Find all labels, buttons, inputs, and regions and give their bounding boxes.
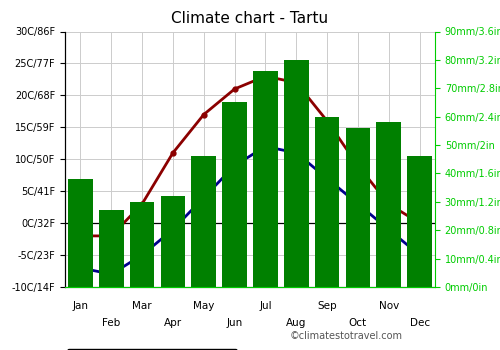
- Text: Apr: Apr: [164, 318, 182, 329]
- Text: May: May: [193, 301, 214, 311]
- Bar: [192, 156, 216, 287]
- Text: Mar: Mar: [132, 301, 152, 311]
- Bar: [407, 156, 432, 287]
- Title: Climate chart - Tartu: Climate chart - Tartu: [172, 11, 328, 26]
- Text: Aug: Aug: [286, 318, 306, 329]
- Bar: [99, 210, 124, 287]
- Text: ©climatestotravel.com: ©climatestotravel.com: [290, 331, 403, 341]
- Text: Jul: Jul: [259, 301, 272, 311]
- Bar: [253, 71, 278, 287]
- Text: Dec: Dec: [410, 318, 430, 329]
- Text: Sep: Sep: [318, 301, 337, 311]
- Bar: [160, 196, 186, 287]
- Bar: [284, 60, 308, 287]
- Bar: [376, 122, 401, 287]
- Text: Oct: Oct: [349, 318, 367, 329]
- Bar: [130, 202, 154, 287]
- Bar: [222, 103, 247, 287]
- Text: Feb: Feb: [102, 318, 120, 329]
- Text: Jan: Jan: [72, 301, 88, 311]
- Bar: [68, 179, 93, 287]
- Bar: [346, 128, 370, 287]
- Text: Jun: Jun: [226, 318, 242, 329]
- Text: Nov: Nov: [378, 301, 399, 311]
- Bar: [315, 117, 340, 287]
- Legend: Prec, Min, Max: Prec, Min, Max: [67, 349, 237, 350]
